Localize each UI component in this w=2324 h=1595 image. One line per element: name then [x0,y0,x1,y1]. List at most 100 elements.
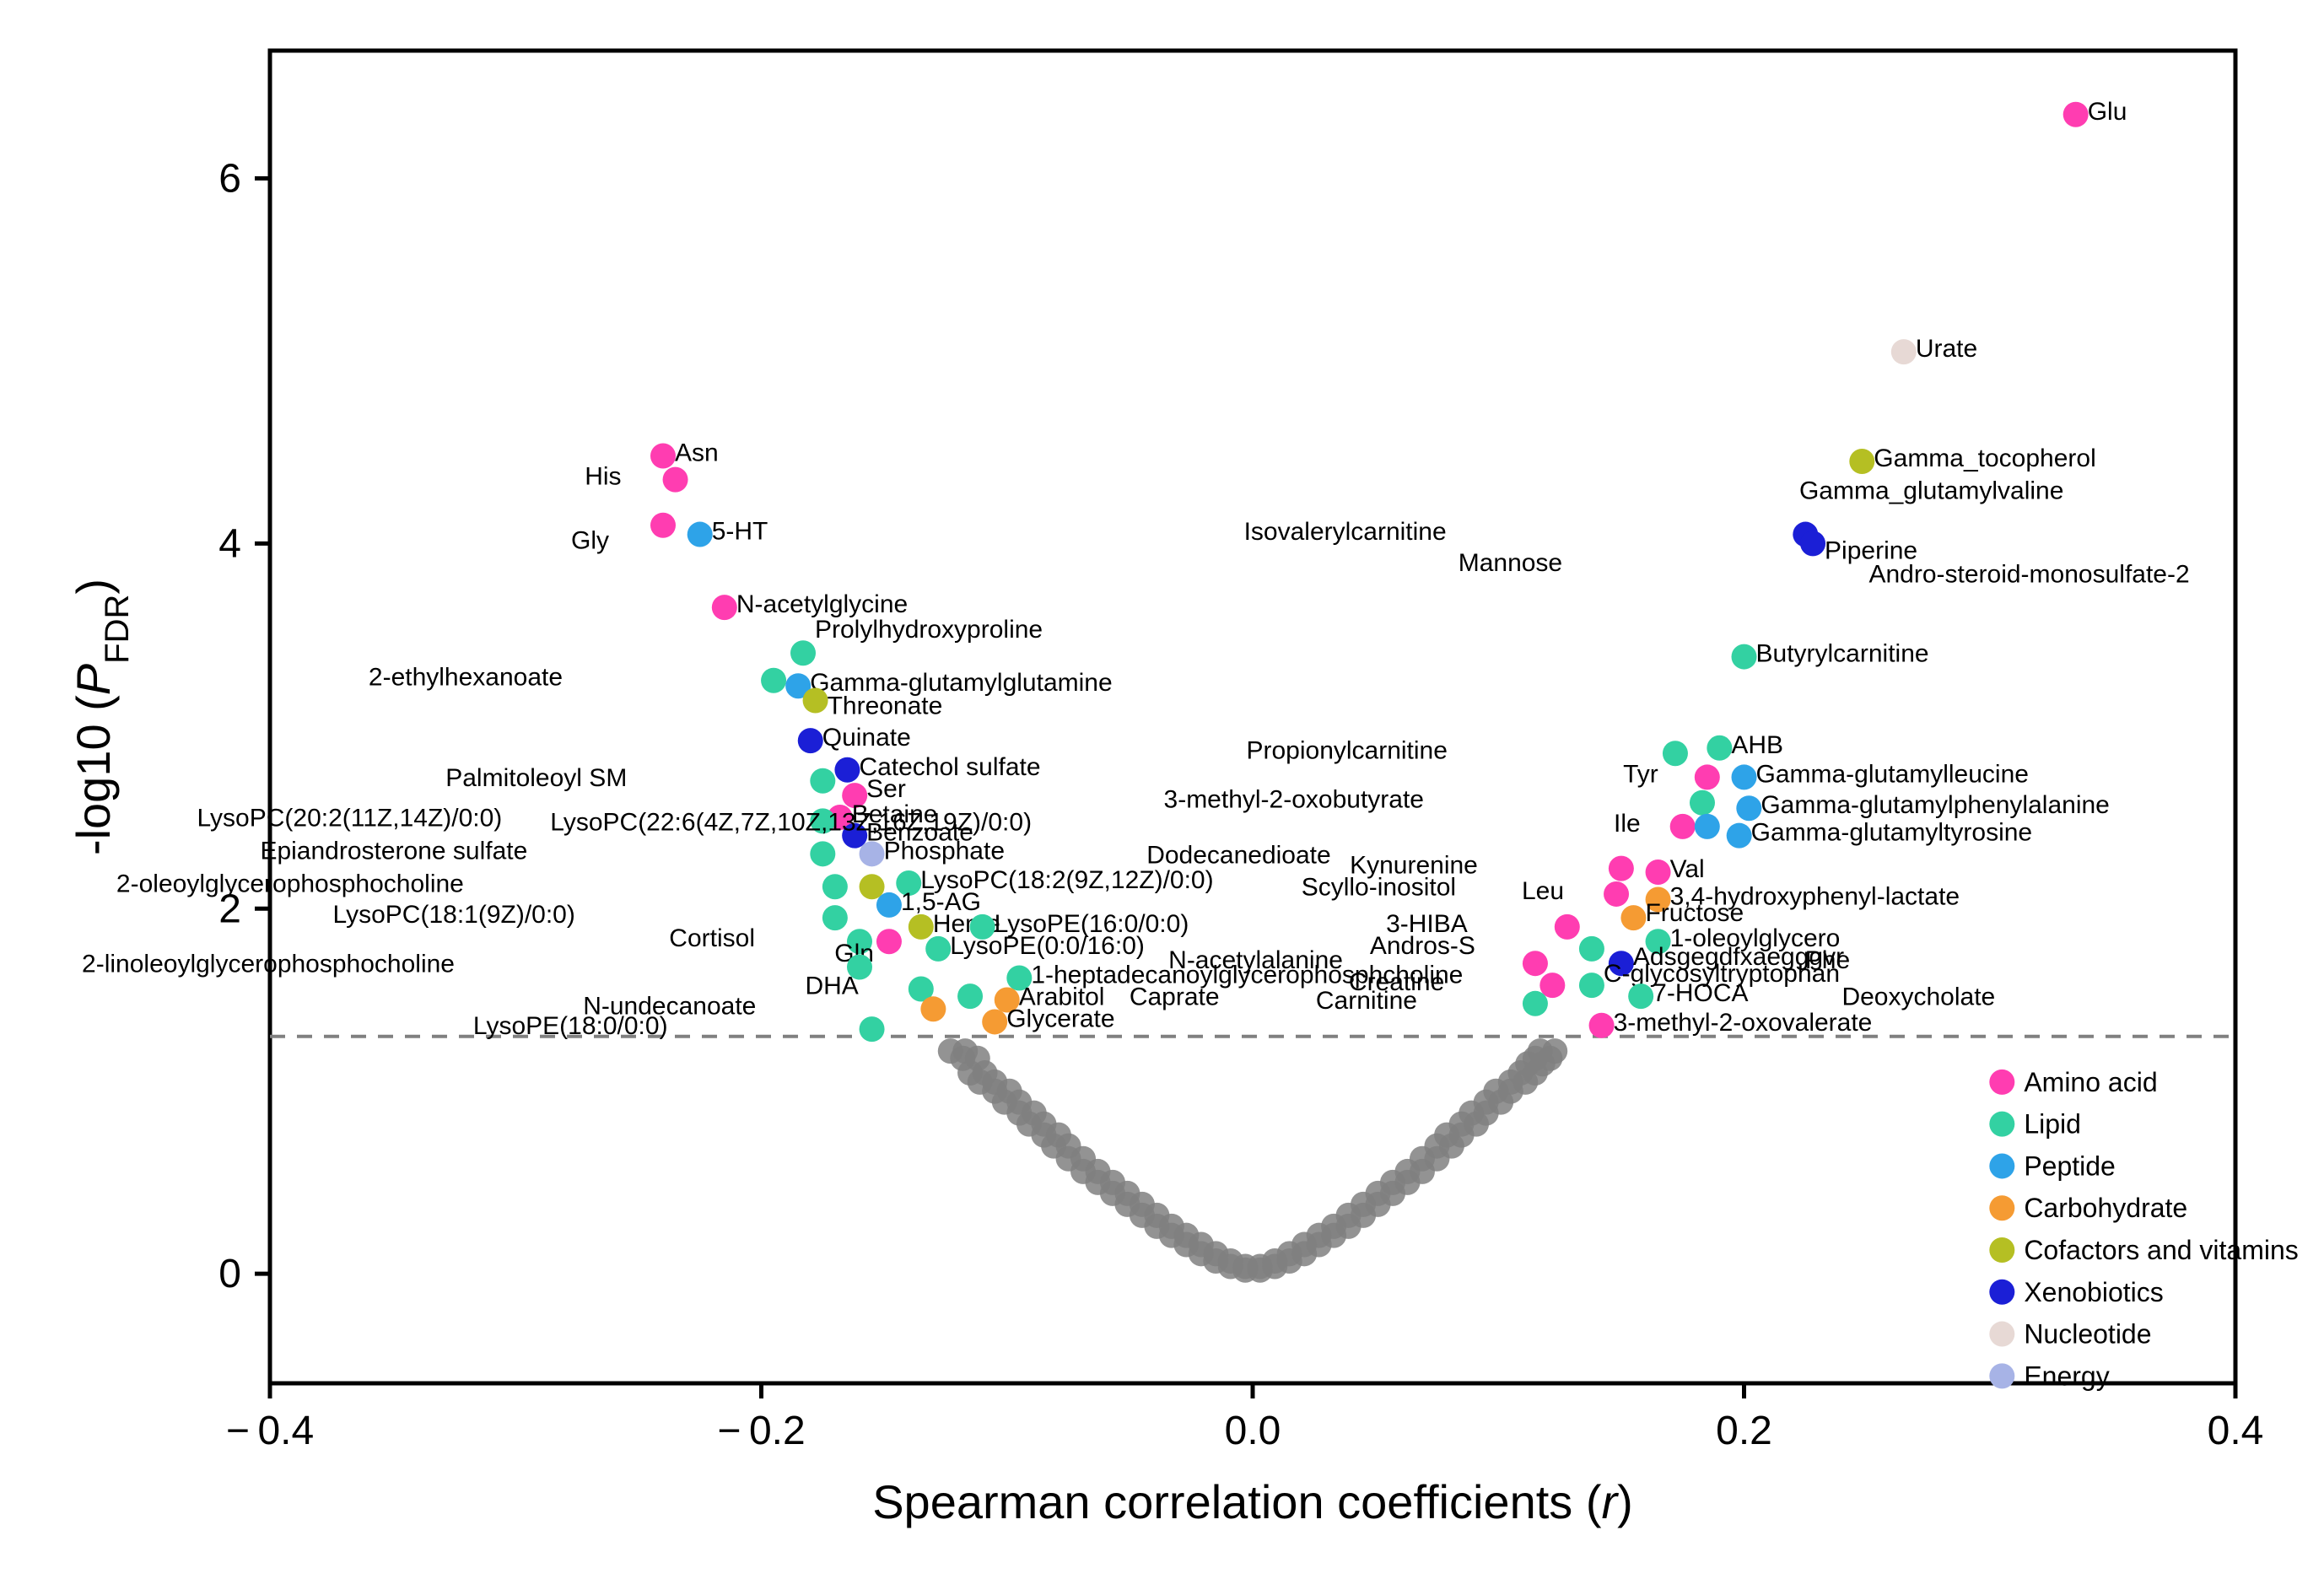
metabolite-label: Carnitine [1316,987,1417,1015]
metabolite-label: Cortisol [669,924,755,952]
legend-label: Lipid [2024,1109,2081,1140]
metabolite-label: Deoxycholate [1841,983,1995,1010]
metabolite-label: 5-HT [712,518,768,546]
metabolite-label: Prolylhydroxyproline [815,616,1043,644]
metabolite-label: Val [1670,855,1705,883]
metabolite-label: LysoPC(22:6(4Z,7Z,10Z,13Z,16Z,19Z)/0:0) [550,809,1032,837]
legend-swatch [1989,1363,2014,1388]
metabolite-point [650,513,676,538]
metabolite-point [876,929,902,954]
metabolite-label: Epiandrosterone sulfate [260,837,527,865]
metabolite-point [687,522,713,547]
metabolite-label: DHA [805,972,858,1000]
x-tick-label: − 0.2 [717,1409,805,1453]
metabolite-point [1695,814,1720,839]
metabolite-point [663,467,688,493]
metabolite-point [798,728,823,753]
metabolite-label: Threonate [828,692,943,720]
metabolite-point [1800,531,1825,556]
legend-swatch [1989,1153,2014,1178]
x-tick-label: 0.2 [1716,1409,1772,1453]
metabolite-label: 3-methyl-2-oxovalerate [1614,1009,1873,1037]
metabolite-label: LysoPC(20:2(11Z,14Z)/0:0) [197,804,502,832]
metabolite-point [650,443,676,468]
metabolite-point [1891,339,1917,364]
metabolite-label: Gamma-glutamylleucine [1756,760,2029,788]
metabolite-label: Caprate [1130,983,1220,1010]
x-tick-label: 0.0 [1225,1409,1281,1453]
metabolite-point [712,595,737,620]
legend-label: Cofactors and vitamins [2024,1235,2298,1265]
metabolite-label: Isovalerylcarnitine [1244,518,1447,546]
legend-swatch [1989,1237,2014,1263]
metabolite-label: 2-oleoylglycerophosphocholine [116,870,464,897]
metabolite-label: Glu [2088,98,2127,126]
metabolite-label: Andros-S [1370,932,1475,960]
metabolite-label: Gamma_tocopherol [1874,445,2095,472]
plot-border [270,51,2235,1383]
metabolite-point [1589,1013,1615,1038]
legend-label: Amino acid [2024,1067,2157,1097]
volcano-scatter-chart: − 0.4− 0.20.00.20.40246Spearman correlat… [0,0,2324,1595]
legend-swatch [1989,1322,2014,1347]
x-axis-title: Spearman correlation coefficients (r) [872,1475,1633,1528]
metabolite-label: Gamma-glutamyltyrosine [1751,819,2032,847]
metabolite-label: Phosphate [884,837,1005,865]
metabolite-label: Asn [675,439,719,466]
metabolite-point [1727,823,1752,849]
metabolite-label: LysoPE(18:0/0:0) [473,1012,668,1040]
metabolite-label: Gly [571,527,609,555]
legend-label: Carbohydrate [2024,1193,2187,1223]
metabolite-label: Fructose [1645,899,1744,927]
metabolite-point [1523,991,1548,1016]
metabolite-label: Quinate [822,724,911,752]
metabolite-label: LysoPC(18:1(9Z)/0:0) [333,901,575,929]
legend-label: Peptide [2024,1150,2116,1181]
metabolite-point [860,1016,885,1042]
legend-swatch [1989,1070,2014,1095]
metabolite-label: Gamma_glutamylvaline [1799,477,2063,504]
metabolite-label: LysoPE(0:0/16:0) [950,932,1145,960]
metabolite-point [822,905,848,930]
metabolite-label: 3-methyl-2-oxobutyrate [1164,786,1424,814]
metabolite-point [1604,881,1629,907]
metabolite-label: Ile [1614,810,1641,838]
metabolite-point [834,757,860,783]
metabolite-point [761,668,786,693]
x-tick-label: − 0.4 [226,1409,314,1453]
metabolite-label: Tyr [1623,760,1658,788]
legend-label: Nucleotide [2024,1319,2151,1350]
metabolite-point [2063,102,2089,127]
metabolite-point [957,983,983,1009]
y-tick-label: 6 [218,157,241,202]
metabolite-point [803,688,828,714]
metabolite-point [920,996,946,1021]
metabolite-point [909,914,934,940]
metabolite-label: Propionylcarnitine [1246,736,1447,764]
legend-swatch [1989,1112,2014,1137]
legend-swatch [1989,1280,2014,1305]
y-axis-title: -log10 (PFDR) [67,579,136,855]
metabolite-point [1555,914,1580,940]
metabolite-label: Andro-steroid-monosulfate-2 [1868,560,2189,588]
legend-label: Energy [2024,1361,2109,1391]
metabolite-label: Mannose [1459,549,1562,577]
metabolite-point [1690,790,1715,816]
metabolite-point [1646,859,1671,885]
metabolite-point [860,841,885,866]
y-tick-label: 4 [218,521,241,566]
metabolite-label: Palmitoleoyl SM [445,764,627,792]
metabolite-point [982,1009,1007,1034]
metabolite-point [1736,795,1761,821]
metabolite-point [1609,856,1634,881]
metabolite-point [1663,741,1688,766]
metabolite-label: N-acetylalanine [1168,946,1343,974]
metabolite-label: His [585,463,621,491]
metabolite-point [1732,644,1757,670]
metabolite-point [1670,814,1696,839]
metabolite-point [1849,449,1874,474]
metabolite-point [1707,736,1732,761]
metabolite-label: Urate [1916,335,1977,363]
x-tick-label: 0.4 [2208,1409,2264,1453]
metabolite-label: 2-ethylhexanoate [369,664,563,692]
